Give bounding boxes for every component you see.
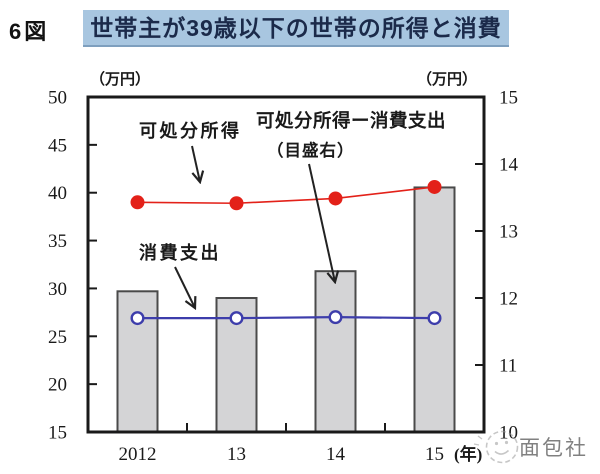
income-marker-13 (229, 196, 244, 211)
consumption-marker-2012 (130, 311, 145, 326)
annotation-disposable-income: 可処分所得 (139, 120, 242, 141)
right-axis-tick-label: 12 (499, 289, 518, 310)
annotation-consumption: 消費支出 (139, 242, 221, 263)
line-consumption (137, 316, 435, 320)
figure-title: 世帯主が39歳以下の世帯の所得と消費 (83, 10, 509, 47)
figure-number-label: 6図 (9, 19, 50, 44)
right-axis-tick-label: 14 (499, 155, 519, 176)
annotation-arrow-disposable-income (191, 145, 200, 182)
x-axis-category-label: 15 (425, 444, 444, 465)
bar-15 (413, 186, 456, 433)
line-series (130, 179, 442, 326)
x-axis-category-label: 13 (227, 444, 246, 465)
annotation-arrow-difference (308, 163, 335, 282)
bar-series-difference (116, 186, 456, 434)
watermark-face-eye (504, 440, 509, 445)
left-axis-tick-label: 50 (48, 88, 67, 109)
right-axis-tick-label: 10 (499, 423, 518, 444)
x-axis-category-label: 2012 (119, 444, 157, 465)
x-axis-category-labels: 2012 13 14 15 (119, 444, 445, 465)
left-axis-tick-label: 20 (48, 375, 67, 396)
watermark-face-smile (494, 449, 510, 455)
bar-14 (314, 270, 357, 434)
watermark-sparkle (473, 435, 483, 446)
left-axis-tick-label: 25 (48, 327, 67, 348)
annotation-difference-line2: （目盛右） (267, 140, 355, 160)
watermark: 面包社 (473, 430, 588, 464)
right-axis-tick-label: 11 (499, 356, 517, 377)
x-axis-category-label: 14 (326, 444, 346, 465)
left-axis-tick-label: 45 (48, 135, 67, 156)
watermark-face-eye (494, 441, 499, 446)
income-marker-15 (427, 179, 442, 194)
consumption-marker-13 (229, 311, 244, 326)
left-axis-tick-label: 40 (48, 183, 67, 204)
right-axis-tick-labels: 10 11 12 13 14 15 (499, 88, 519, 444)
right-axis-unit-label: （万円） (417, 70, 477, 88)
right-axis-tick-label: 13 (499, 222, 518, 243)
income-marker-2012 (130, 195, 145, 210)
left-axis-tick-labels: 15 20 25 30 35 40 45 50 (48, 88, 67, 444)
x-axis-unit-label: (年) (454, 444, 482, 464)
axis-ticks (88, 143, 484, 432)
left-axis-unit-label: （万円） (90, 70, 150, 88)
annotation-difference-line1: 可処分所得ー消費支出 (256, 110, 446, 132)
left-axis-tick-label: 15 (48, 423, 67, 444)
annotation-arrow-consumption (174, 266, 195, 308)
consumption-marker-15 (427, 311, 442, 326)
left-axis-tick-label: 35 (48, 231, 67, 252)
left-axis-tick-label: 30 (48, 279, 67, 300)
income-marker-14 (328, 191, 343, 206)
watermark-face-icon (485, 430, 519, 464)
watermark-text: 面包社 (519, 436, 588, 460)
consumption-marker-14 (328, 310, 343, 325)
line-income (137, 186, 435, 205)
right-axis-tick-label: 15 (499, 88, 518, 109)
